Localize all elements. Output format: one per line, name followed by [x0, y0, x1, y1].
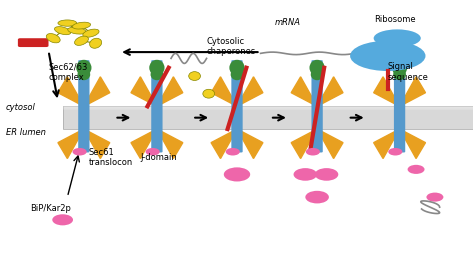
Text: J-domain: J-domain	[140, 153, 177, 162]
Ellipse shape	[231, 70, 243, 81]
Ellipse shape	[77, 70, 90, 81]
Ellipse shape	[151, 70, 163, 81]
Polygon shape	[131, 130, 157, 159]
FancyBboxPatch shape	[63, 107, 473, 118]
Ellipse shape	[374, 30, 421, 48]
Ellipse shape	[203, 90, 215, 99]
Polygon shape	[317, 130, 343, 159]
Text: mRNA: mRNA	[275, 18, 301, 27]
Ellipse shape	[350, 42, 426, 72]
Text: Sec61
translocon: Sec61 translocon	[89, 148, 133, 167]
Bar	[63, 109, 473, 110]
Ellipse shape	[68, 28, 86, 35]
Circle shape	[146, 148, 160, 156]
Circle shape	[408, 165, 425, 174]
Polygon shape	[157, 130, 183, 159]
FancyBboxPatch shape	[63, 118, 473, 130]
Circle shape	[427, 193, 443, 202]
Ellipse shape	[90, 39, 101, 49]
Circle shape	[305, 191, 329, 204]
Ellipse shape	[46, 35, 60, 44]
Polygon shape	[291, 130, 317, 159]
Polygon shape	[131, 77, 157, 107]
FancyBboxPatch shape	[394, 61, 405, 153]
Circle shape	[315, 168, 338, 181]
Ellipse shape	[149, 60, 164, 76]
Polygon shape	[374, 77, 400, 107]
Ellipse shape	[392, 60, 407, 76]
Polygon shape	[237, 130, 263, 159]
Ellipse shape	[73, 23, 91, 30]
Polygon shape	[58, 130, 84, 159]
Text: Signal
sequence: Signal sequence	[388, 62, 428, 81]
Polygon shape	[374, 130, 400, 159]
Polygon shape	[157, 77, 183, 107]
Circle shape	[306, 148, 320, 156]
FancyBboxPatch shape	[151, 61, 163, 153]
Ellipse shape	[310, 60, 325, 76]
Polygon shape	[291, 77, 317, 107]
FancyBboxPatch shape	[18, 39, 48, 48]
Ellipse shape	[55, 27, 71, 36]
Polygon shape	[400, 130, 426, 159]
Polygon shape	[400, 77, 426, 107]
Text: Sec62/63
complex: Sec62/63 complex	[48, 62, 88, 81]
Text: ER lumen: ER lumen	[6, 128, 46, 136]
Bar	[63, 108, 473, 109]
Text: Cytosolic
chaperones: Cytosolic chaperones	[206, 37, 255, 56]
Polygon shape	[84, 130, 110, 159]
Ellipse shape	[74, 37, 89, 46]
Circle shape	[73, 148, 87, 156]
Circle shape	[293, 168, 317, 181]
Ellipse shape	[76, 60, 91, 76]
Polygon shape	[84, 77, 110, 107]
Ellipse shape	[189, 72, 201, 81]
Text: Ribosome: Ribosome	[374, 14, 415, 23]
Circle shape	[226, 148, 240, 156]
Ellipse shape	[311, 70, 323, 81]
Ellipse shape	[83, 30, 99, 38]
Polygon shape	[317, 77, 343, 107]
Circle shape	[388, 148, 402, 156]
Polygon shape	[211, 77, 237, 107]
Bar	[63, 107, 473, 108]
Circle shape	[52, 214, 73, 226]
Polygon shape	[211, 130, 237, 159]
Ellipse shape	[58, 21, 77, 27]
FancyBboxPatch shape	[311, 61, 323, 153]
FancyBboxPatch shape	[231, 61, 243, 153]
FancyBboxPatch shape	[63, 107, 473, 130]
Polygon shape	[58, 77, 84, 107]
Text: cytosol: cytosol	[6, 102, 36, 112]
Circle shape	[224, 168, 250, 182]
FancyBboxPatch shape	[78, 61, 90, 153]
Bar	[63, 106, 473, 107]
Polygon shape	[237, 77, 263, 107]
Text: BiP/Kar2p: BiP/Kar2p	[30, 203, 71, 212]
Ellipse shape	[393, 70, 406, 81]
Ellipse shape	[229, 60, 245, 76]
